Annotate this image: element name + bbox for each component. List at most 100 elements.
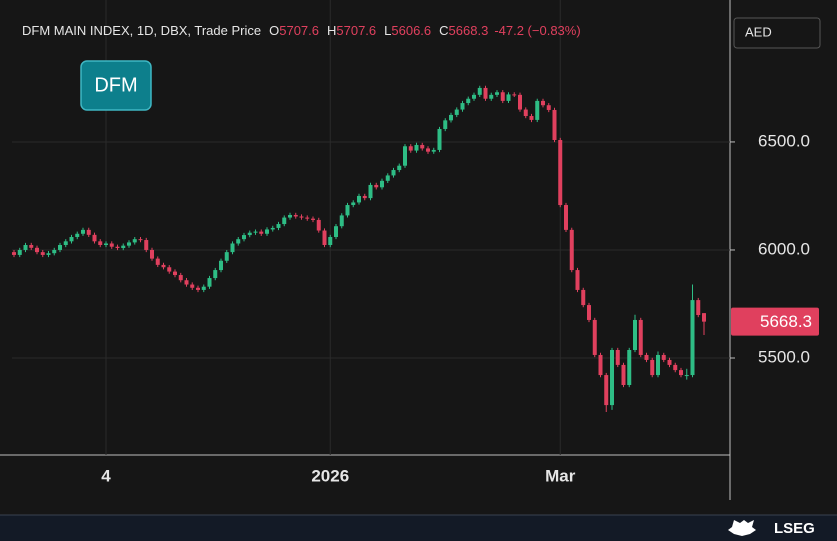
candle-body xyxy=(431,149,436,152)
candle-body xyxy=(558,140,563,206)
candle-body xyxy=(184,280,189,285)
x-tick-label: Mar xyxy=(545,466,576,485)
x-tick-label: 2026 xyxy=(311,466,349,485)
candle-body xyxy=(52,249,57,254)
candle-body xyxy=(357,195,361,203)
candle-body xyxy=(546,105,551,110)
candle-body xyxy=(75,233,80,238)
candle-body xyxy=(552,109,557,140)
candles xyxy=(12,85,706,413)
candle-body xyxy=(673,364,678,371)
candle-body xyxy=(230,243,235,253)
candle-body xyxy=(23,245,28,250)
candle-body xyxy=(656,354,660,376)
candle-body xyxy=(190,284,195,288)
candle-body xyxy=(334,226,338,238)
candle-body xyxy=(535,100,540,120)
candle-body xyxy=(529,116,534,120)
candle-body xyxy=(40,252,45,255)
candle-body xyxy=(454,109,459,115)
candle-body xyxy=(483,87,488,99)
candle-body xyxy=(541,100,545,106)
footer-bar xyxy=(0,515,837,541)
candle-body xyxy=(161,264,166,268)
candle-body xyxy=(282,217,287,225)
candle-body xyxy=(564,205,568,230)
candle-body xyxy=(305,217,310,219)
candle-body xyxy=(351,202,356,206)
candle-body xyxy=(420,144,425,149)
candle-body xyxy=(569,229,574,271)
candle-body xyxy=(621,364,626,385)
ohlc-label: O xyxy=(269,23,279,38)
candle-body xyxy=(667,359,672,365)
candle-body xyxy=(696,300,701,315)
candle-body xyxy=(610,350,614,406)
candle-body xyxy=(242,235,246,240)
candle-body xyxy=(121,245,126,249)
candle-body xyxy=(661,354,666,360)
candle-body xyxy=(403,146,407,166)
candle-body xyxy=(92,234,97,242)
candle-body xyxy=(98,241,103,245)
candle-body xyxy=(213,270,218,279)
candle-body xyxy=(247,232,252,236)
candle-body xyxy=(311,218,315,220)
candle-body xyxy=(104,243,108,245)
y-tick-label: 6000.0 xyxy=(758,239,810,258)
x-tick-label: 4 xyxy=(101,466,111,485)
candle-body xyxy=(702,313,706,322)
candle-body xyxy=(58,245,62,250)
badge-text: DFM xyxy=(94,74,137,96)
candle-body xyxy=(449,114,453,121)
candle-body xyxy=(426,148,430,152)
candle-body xyxy=(167,267,172,272)
last-price-box xyxy=(731,307,819,336)
candle-body xyxy=(265,229,269,234)
candle-body xyxy=(236,239,241,244)
candle-body xyxy=(523,109,528,117)
candle-body xyxy=(638,319,643,355)
candle-body xyxy=(679,370,683,376)
candle-body xyxy=(328,237,333,245)
candle-body xyxy=(374,184,379,188)
candle-body xyxy=(385,175,390,181)
candle-body xyxy=(489,94,494,99)
candle-body xyxy=(598,354,603,376)
logo-mark xyxy=(728,520,756,536)
candle-body xyxy=(581,289,586,306)
candle-body xyxy=(196,287,200,290)
candle-body xyxy=(201,286,206,290)
candle-body xyxy=(633,319,637,350)
y-tick-label: 6500.0 xyxy=(758,131,810,150)
candle-body xyxy=(173,271,177,276)
candle-body xyxy=(144,240,149,250)
candle-body xyxy=(518,94,522,110)
candle-body xyxy=(380,180,384,188)
candle-body xyxy=(109,243,114,247)
candle-body xyxy=(644,354,649,360)
candle-body xyxy=(253,231,258,233)
candle-body xyxy=(299,216,304,218)
grid xyxy=(12,0,730,455)
candle-body xyxy=(575,270,580,290)
ohlc-value: 5668.3 xyxy=(449,23,489,38)
candle-body xyxy=(345,205,350,216)
candle-body xyxy=(437,128,442,150)
lseg-logo: LSEG xyxy=(728,520,815,537)
candle-body xyxy=(224,252,229,261)
candle-body xyxy=(477,87,482,95)
ohlc-label: L xyxy=(384,23,391,38)
candle-body xyxy=(86,229,91,235)
candle-body xyxy=(12,252,16,255)
candle-body xyxy=(270,227,275,230)
candle-body xyxy=(316,219,321,231)
candle-body xyxy=(293,214,298,217)
candle-body xyxy=(207,278,212,287)
candle-body xyxy=(587,305,591,320)
ohlc-value: 5707.6 xyxy=(336,23,376,38)
currency-box xyxy=(733,17,821,49)
currency: AED xyxy=(745,24,772,39)
candle-body xyxy=(288,214,292,218)
candle-body xyxy=(650,359,655,376)
